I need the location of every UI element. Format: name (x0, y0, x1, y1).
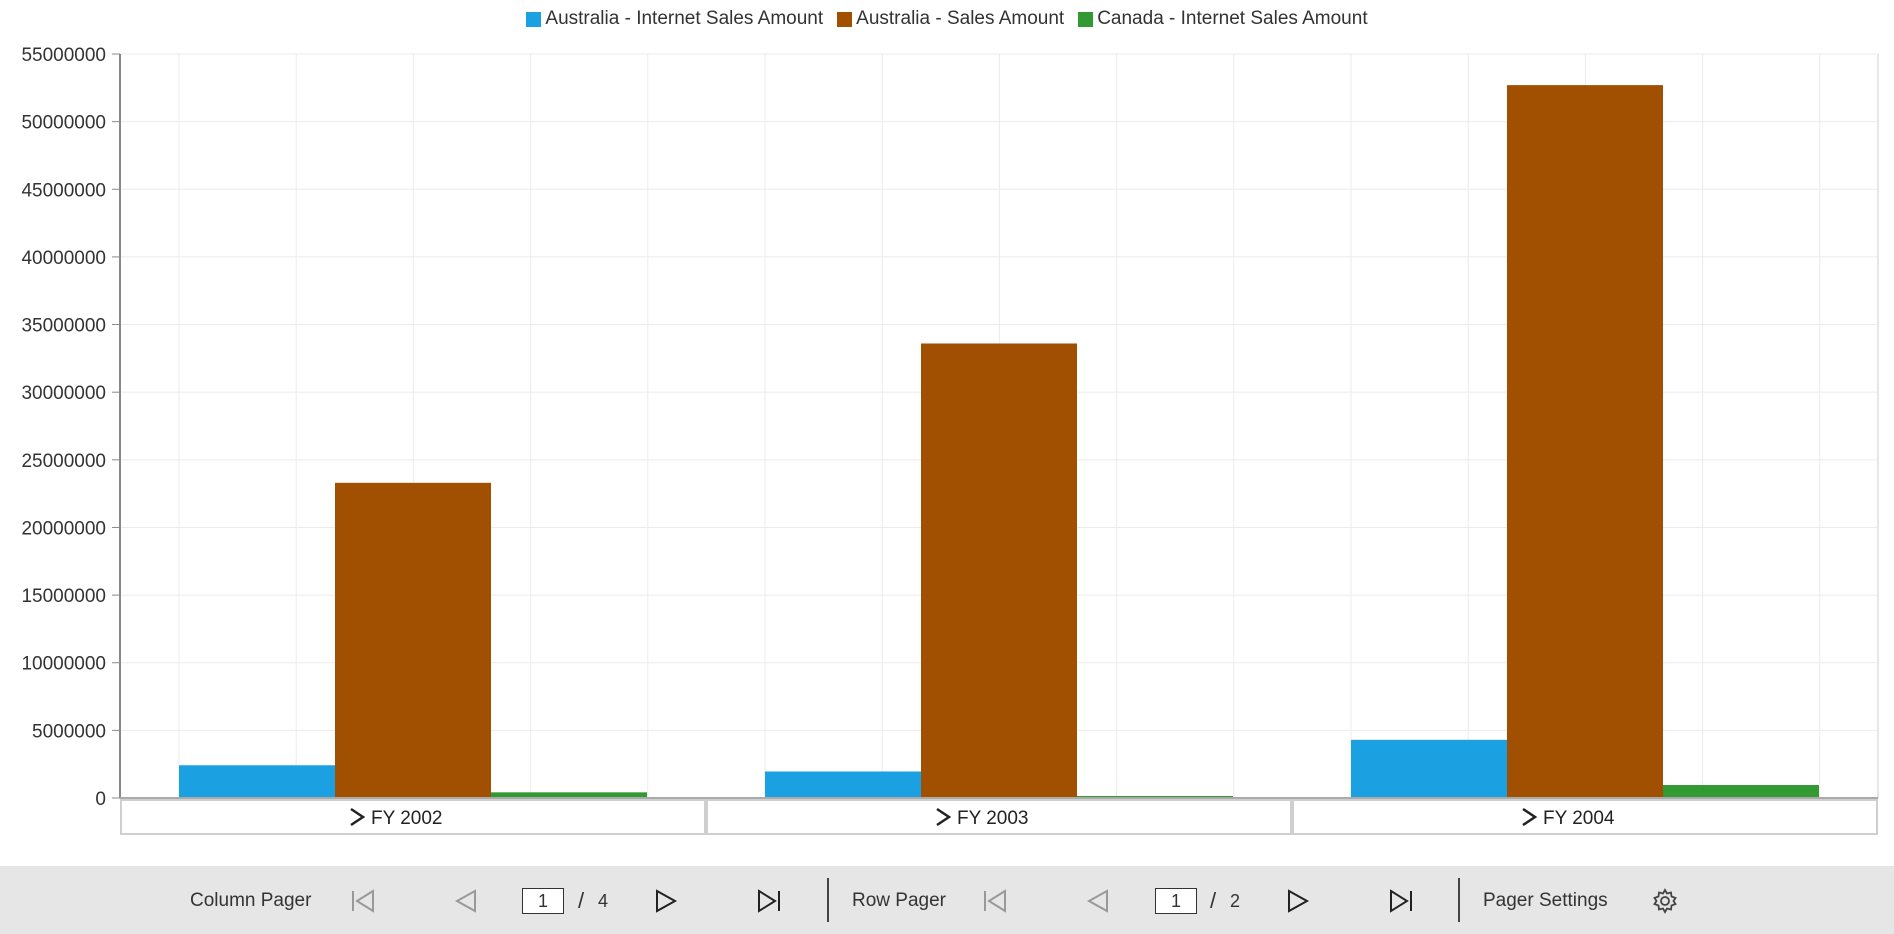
bar (179, 765, 335, 798)
y-tick-label: 10000000 (21, 654, 106, 675)
chevron-right-icon[interactable] (1522, 807, 1538, 827)
y-tick-label: 20000000 (21, 518, 106, 539)
y-tick-label: 35000000 (21, 316, 106, 337)
column-next-page-button[interactable] (652, 886, 682, 916)
bar (491, 792, 647, 798)
next-page-icon (656, 889, 678, 913)
y-tick-label: 45000000 (21, 180, 106, 201)
row-previous-page-button[interactable] (1082, 886, 1112, 916)
previous-page-icon (1086, 889, 1108, 913)
column-pager-label: Column Pager (190, 890, 312, 911)
y-tick-label: 0 (95, 789, 106, 810)
bar-chart: 0 5000000 10000000 15000000 20000000 25000000… (21, 45, 1879, 835)
bar (765, 771, 921, 798)
category-cell (120, 799, 706, 835)
column-first-page-button[interactable] (348, 886, 378, 916)
first-page-icon (352, 889, 374, 913)
chevron-right-icon[interactable] (350, 807, 366, 827)
bar (1507, 85, 1663, 798)
pager-bar: Column Pager / 4 Row Pager / 2 Pager Set… (0, 866, 1894, 934)
previous-page-icon (454, 889, 476, 913)
column-page-separator: / (578, 888, 585, 913)
legend-swatch (526, 11, 542, 27)
bar (1077, 795, 1233, 798)
x-tick-label: FY 2004 (1543, 808, 1615, 829)
pager-settings-button[interactable] (1650, 886, 1680, 916)
next-page-icon (1288, 889, 1310, 913)
first-page-icon (984, 889, 1006, 913)
legend-item-australia-sales[interactable]: Australia - Sales Amount (837, 8, 1064, 30)
pager-divider (1458, 878, 1460, 922)
pager-settings-label[interactable]: Pager Settings (1483, 890, 1608, 911)
legend-item-canada-internet-sales[interactable]: Canada - Internet Sales Amount (1078, 8, 1368, 30)
column-last-page-button[interactable] (754, 886, 784, 916)
gear-icon (1653, 888, 1677, 914)
category-cell (706, 799, 1292, 835)
last-page-icon (1390, 889, 1412, 913)
legend: Australia - Internet Sales Amount Austra… (0, 8, 1894, 30)
row-last-page-button[interactable] (1386, 886, 1416, 916)
column-previous-page-button[interactable] (450, 886, 480, 916)
row-page-total: 2 (1230, 891, 1241, 911)
legend-swatch (837, 11, 853, 27)
legend-item-australia-internet-sales[interactable]: Australia - Internet Sales Amount (526, 8, 823, 30)
legend-label: Canada - Internet Sales Amount (1097, 8, 1368, 29)
row-pager-label: Row Pager (852, 890, 946, 911)
pager-divider (827, 878, 829, 922)
bar (335, 482, 491, 798)
y-tick-label: 55000000 (21, 45, 106, 66)
column-page-input[interactable] (522, 888, 564, 914)
row-page-input[interactable] (1155, 888, 1197, 914)
row-first-page-button[interactable] (980, 886, 1010, 916)
row-next-page-button[interactable] (1284, 886, 1314, 916)
y-tick-label: 40000000 (21, 248, 106, 269)
bar (1663, 785, 1819, 798)
bar (921, 343, 1077, 798)
legend-label: Australia - Sales Amount (856, 8, 1065, 29)
legend-label: Australia - Internet Sales Amount (545, 8, 824, 29)
row-page-separator: / (1210, 888, 1217, 913)
chart-area: Australia - Internet Sales Amount Austra… (0, 8, 1894, 835)
x-tick-label: FY 2002 (371, 808, 442, 829)
legend-swatch (1078, 11, 1094, 27)
y-tick-label: 5000000 (32, 721, 106, 742)
column-page-total: 4 (598, 891, 609, 911)
y-tick-label: 25000000 (21, 451, 106, 472)
y-tick-label: 15000000 (21, 586, 106, 607)
category-cell (1292, 799, 1878, 835)
bar (1351, 739, 1507, 798)
last-page-icon (758, 889, 780, 913)
y-tick-label: 50000000 (21, 113, 106, 134)
x-tick-label: FY 2003 (957, 808, 1028, 829)
chevron-right-icon[interactable] (936, 807, 952, 827)
y-tick-label: 30000000 (21, 383, 106, 404)
